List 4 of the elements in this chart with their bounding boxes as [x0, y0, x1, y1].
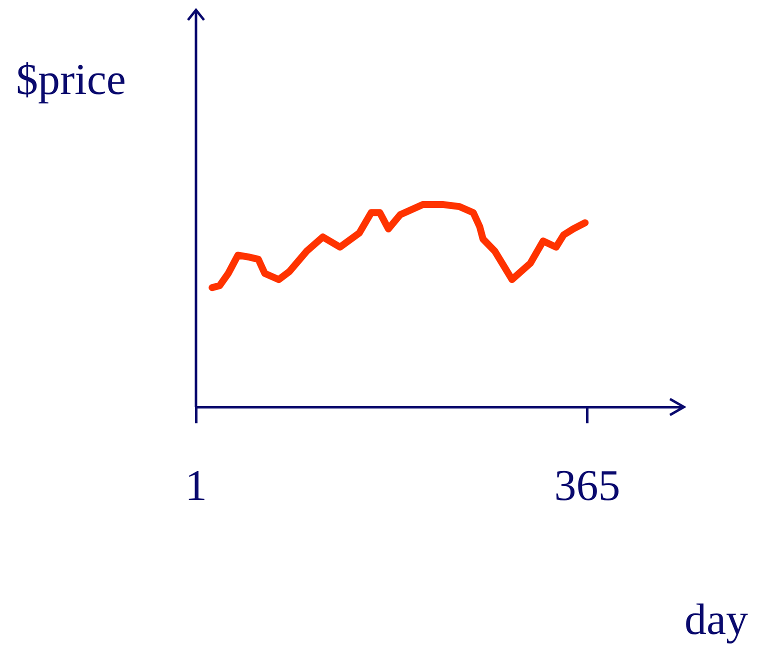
x-tick-label: 1: [185, 461, 207, 510]
x-tick-label: 365: [554, 461, 620, 510]
x-axis-title: day: [684, 595, 748, 644]
y-axis-title: $price: [16, 55, 126, 104]
